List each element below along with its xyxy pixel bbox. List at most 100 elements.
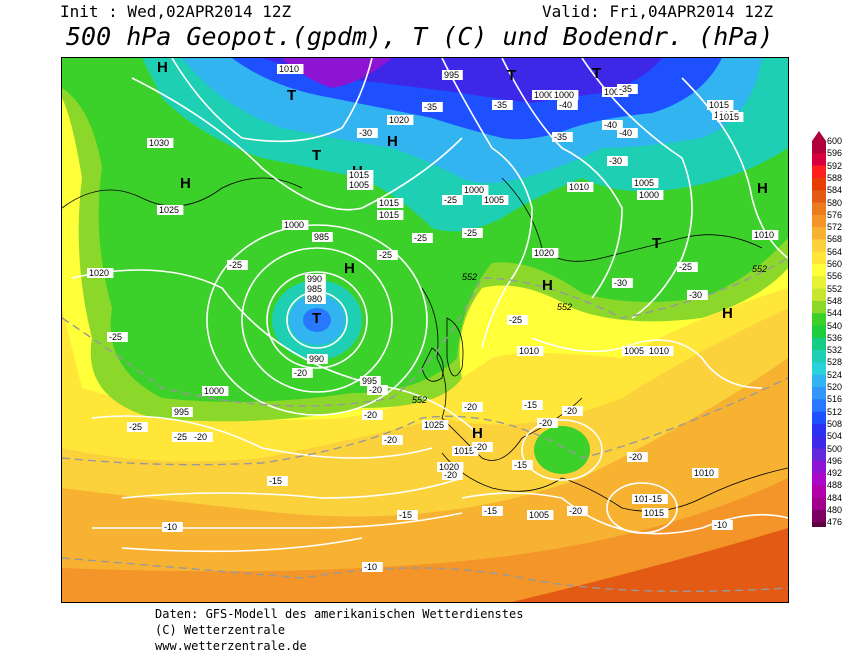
isotherm-label: -35 <box>617 84 638 94</box>
isobar-ring <box>521 419 603 481</box>
colorbar-label: 580 <box>827 197 843 208</box>
isobar-label: 1015 <box>377 198 404 208</box>
isobar-label: 1000 <box>282 220 309 230</box>
isotherm-label: -15 <box>512 460 533 470</box>
isotherm-label: -25 <box>462 228 483 238</box>
svg-text:-20: -20 <box>569 506 582 516</box>
colorbar-label: 484 <box>827 492 843 503</box>
colorbar-swatch <box>812 497 826 511</box>
svg-text:-15: -15 <box>524 400 537 410</box>
footer-website[interactable]: www.wetterzentrale.de <box>155 639 307 653</box>
isotherm-label: -10 <box>362 562 383 572</box>
svg-text:-10: -10 <box>714 520 727 530</box>
isobar-line <box>461 492 788 535</box>
chart-title: 500 hPa Geopot.(gpdm), T (C) und Bodendr… <box>66 22 774 51</box>
svg-text:-35: -35 <box>554 132 567 142</box>
svg-text:1020: 1020 <box>534 248 554 258</box>
isobar-label: 1010 <box>277 64 304 74</box>
svg-text:-35: -35 <box>494 100 507 110</box>
colorbar-swatch <box>812 239 826 252</box>
colorbar-label: 548 <box>827 295 843 306</box>
colorbar-swatch <box>812 399 826 412</box>
colorbar-swatch <box>812 190 826 203</box>
svg-text:-30: -30 <box>689 290 702 300</box>
svg-text:1030: 1030 <box>149 138 169 148</box>
isobar-label: 1015 <box>642 508 669 518</box>
high-pressure-marker: H <box>180 175 191 192</box>
colorbar-label: 568 <box>827 234 843 245</box>
isobar-label: 1015 <box>707 100 734 110</box>
isobar-label: 1010 <box>752 230 779 240</box>
svg-text:985: 985 <box>314 232 329 242</box>
svg-text:-20: -20 <box>464 402 477 412</box>
svg-text:-20: -20 <box>294 368 307 378</box>
colorbar-label: 592 <box>827 160 843 171</box>
isotherm-label: -20 <box>292 368 313 378</box>
isobar-label: 990 <box>307 354 328 364</box>
isobar-label: 980 <box>305 294 326 304</box>
isotherm-label: -20 <box>562 406 583 416</box>
colorbar-label: 488 <box>827 480 843 491</box>
svg-text:990: 990 <box>307 274 322 284</box>
colorbar-swatch <box>812 485 826 498</box>
isotherm-label: -40 <box>557 100 578 110</box>
svg-text:-15: -15 <box>649 494 662 504</box>
low-pressure-marker: T <box>312 147 321 164</box>
colorbar-label: 508 <box>827 418 843 429</box>
colorbar-label: 480 <box>827 505 843 515</box>
svg-text:-25: -25 <box>379 250 392 260</box>
low-core-inner <box>303 308 331 332</box>
geopot-label: 552 <box>557 302 572 312</box>
isobar-label: 1000 <box>202 386 229 396</box>
isobar-label: 1000 <box>637 190 664 200</box>
isobar-label: 1020 <box>87 268 114 278</box>
svg-text:1015: 1015 <box>644 508 664 518</box>
svg-text:1005: 1005 <box>349 180 369 190</box>
colorbar-swatch <box>812 510 826 523</box>
coast-scandinavia <box>501 177 763 262</box>
svg-text:-25: -25 <box>109 332 122 342</box>
colorbar-swatch <box>812 374 826 388</box>
colorbar-label: 596 <box>827 148 843 159</box>
isotherm-label: -20 <box>367 385 388 395</box>
svg-text:1010: 1010 <box>569 182 589 192</box>
isobar-label: 1015 <box>347 170 374 180</box>
isotherm-label: -30 <box>612 278 633 288</box>
colorbar-label: 492 <box>827 468 843 479</box>
svg-text:1010: 1010 <box>754 230 774 240</box>
high-pressure-marker: H <box>542 277 553 294</box>
isotherm-label: -20 <box>442 470 463 480</box>
isobar-label: 1025 <box>422 420 449 430</box>
isobar-label: 1005 <box>347 180 374 190</box>
colorbar-swatch <box>812 165 826 179</box>
isobar-label: 1020 <box>437 462 464 472</box>
colorbar-swatch <box>812 214 826 228</box>
isotherm-label: -25 <box>127 422 148 432</box>
isobar-line <box>121 477 463 499</box>
colorbar-label: 536 <box>827 332 843 343</box>
isobar-label: 1005 <box>632 178 659 188</box>
high-pressure-marker: H <box>387 133 398 150</box>
high-pressure-marker: H <box>344 260 355 277</box>
isobar-label: 1005 <box>482 195 509 205</box>
isobar-line <box>131 77 463 211</box>
svg-text:-20: -20 <box>384 435 397 445</box>
isotherm-label: -20 <box>462 402 483 412</box>
isotherm-label: -20 <box>627 452 648 462</box>
low-pressure-marker: T <box>507 67 516 84</box>
colorbar-swatch <box>812 202 826 216</box>
coast-ireland <box>421 347 444 382</box>
svg-text:-25: -25 <box>174 432 187 442</box>
svg-text:1010: 1010 <box>649 346 669 356</box>
svg-text:1015: 1015 <box>349 170 369 180</box>
isotherm-label: -30 <box>687 290 708 300</box>
isobar-label: 1025 <box>157 205 184 215</box>
svg-text:1020: 1020 <box>439 462 459 472</box>
colorbar-swatch <box>812 350 826 363</box>
colorbar-label: 540 <box>827 320 843 331</box>
color-bar <box>812 131 826 527</box>
svg-text:1005: 1005 <box>484 195 504 205</box>
coast-europe-west <box>421 287 583 461</box>
high-pressure-marker: H <box>157 59 168 76</box>
isobar-label: 995 <box>172 407 193 417</box>
